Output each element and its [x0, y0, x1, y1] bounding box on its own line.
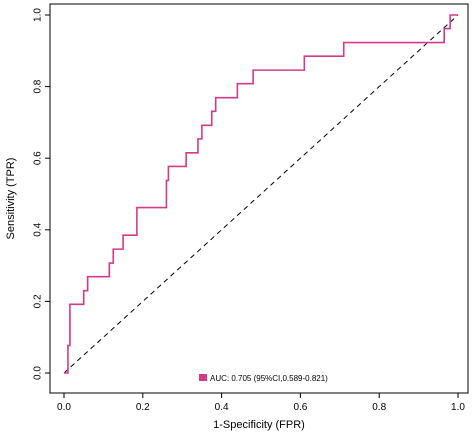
roc-curve-layer	[64, 14, 458, 374]
x-tick-label: 0.2	[136, 402, 150, 413]
y-tick-label: 0.8	[33, 79, 44, 93]
y-tick-label: 1.0	[33, 8, 44, 22]
reference-diagonal-line	[63, 14, 459, 374]
roc-curve-line	[64, 14, 458, 374]
legend-swatch	[199, 374, 207, 381]
x-tick-label: 0.6	[293, 402, 307, 413]
plot-border	[49, 3, 469, 394]
y-axis-title: Sensitivity (TPR)	[5, 158, 17, 240]
y-tick-label: 0.6	[33, 151, 44, 165]
reference-diagonal-layer	[63, 14, 459, 374]
y-tick-label: 0.2	[33, 294, 44, 308]
x-tick-label: 0.4	[215, 402, 229, 413]
x-tick-label: 0.8	[372, 402, 386, 413]
y-axis-ticks: 0.0 0.2 0.4 0.6 0.8 1.0	[33, 8, 50, 380]
legend-label: AUC: 0.705 (95%CI,0.589-0.821)	[210, 374, 328, 383]
x-axis-title: 1-Specificity (FPR)	[213, 419, 305, 431]
legend: AUC: 0.705 (95%CI,0.589-0.821)	[199, 374, 328, 383]
plot-frame	[49, 3, 469, 394]
x-axis-ticks: 0.0 0.2 0.4 0.6 0.8 1.0	[57, 393, 465, 413]
y-tick-label: 0.4	[33, 222, 44, 236]
x-tick-label: 1.0	[451, 402, 465, 413]
x-tick-label: 0.0	[57, 402, 71, 413]
y-tick-label: 0.0	[33, 366, 44, 380]
